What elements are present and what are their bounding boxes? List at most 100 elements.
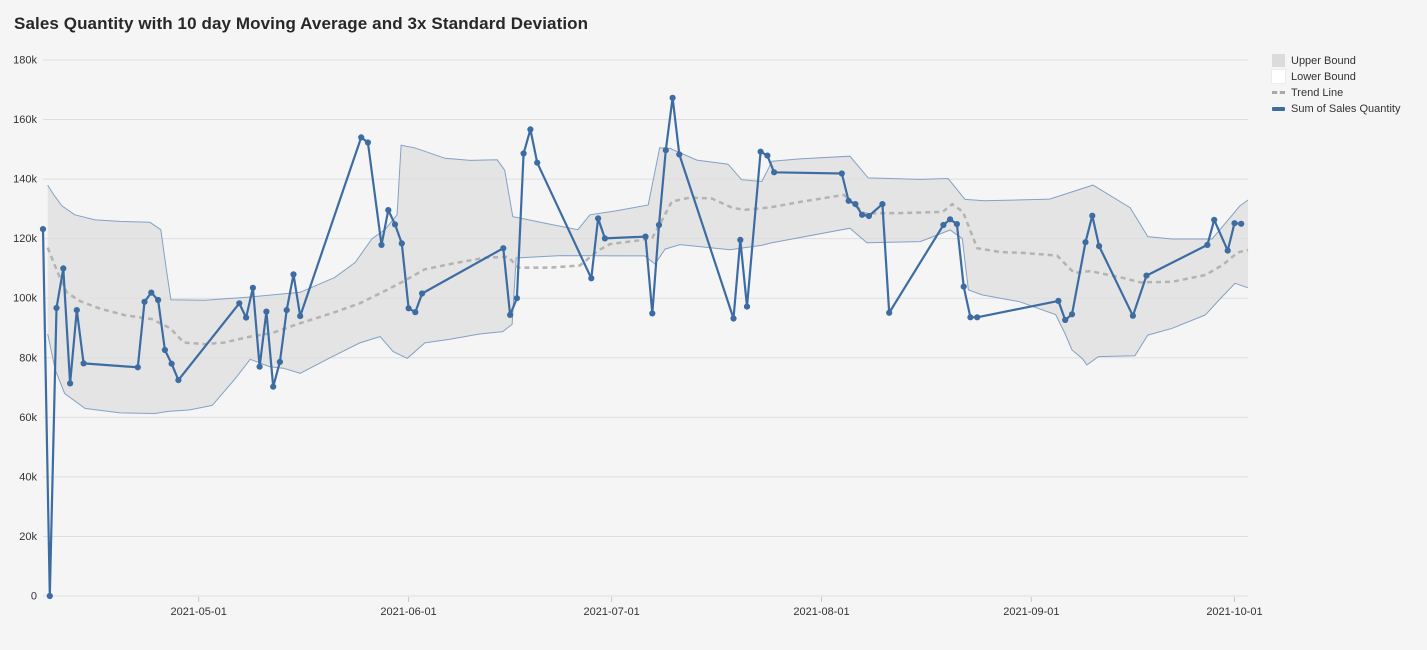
data-point[interactable] [764,152,771,159]
data-point[interactable] [243,314,250,321]
data-point[interactable] [364,139,371,146]
data-point[interactable] [642,233,649,240]
data-point[interactable] [141,298,148,305]
data-point[interactable] [730,315,737,322]
data-point[interactable] [967,314,974,321]
data-point[interactable] [419,290,426,297]
y-axis-tick-label: 60k [19,412,37,424]
data-point[interactable] [175,377,182,384]
data-point[interactable] [1055,297,1062,304]
data-point[interactable] [1089,212,1096,219]
data-point[interactable] [270,383,277,390]
data-point[interactable] [67,380,74,387]
data-point[interactable] [276,358,283,365]
data-point[interactable] [838,170,845,177]
data-point[interactable] [358,134,365,141]
data-point[interactable] [385,207,392,214]
data-point[interactable] [148,289,155,296]
data-point[interactable] [588,275,595,282]
data-point[interactable] [297,313,304,320]
data-point[interactable] [378,241,385,248]
data-point[interactable] [520,150,527,157]
data-point[interactable] [865,212,873,220]
data-point[interactable] [845,197,852,204]
chart-legend: Upper Bound Lower Bound Trend Line Sum o… [1271,54,1422,115]
data-point[interactable] [743,303,751,310]
data-point[interactable] [595,215,602,222]
data-point[interactable] [249,284,256,291]
data-point[interactable] [283,307,290,314]
data-point[interactable] [53,304,60,312]
lower-bound-line [47,227,1249,415]
x-axis-tick-label: 2021-09-01 [1003,606,1059,618]
legend-item-lower-bound[interactable]: Lower Bound [1271,69,1422,84]
data-point[interactable] [1204,241,1211,248]
data-point[interactable] [655,221,663,229]
data-point[interactable] [412,309,419,316]
data-point[interactable] [1143,272,1150,279]
legend-item-upper-bound[interactable]: Upper Bound [1272,54,1422,67]
data-point[interactable] [669,94,676,101]
data-point[interactable] [263,308,270,315]
data-point[interactable] [601,235,609,242]
data-point[interactable] [1068,311,1076,318]
data-point[interactable] [73,307,80,314]
data-point[interactable] [757,148,764,155]
data-point[interactable] [534,159,541,166]
y-axis-tick-label: 160k [13,114,37,126]
data-point[interactable] [39,226,47,233]
data-point[interactable] [1129,312,1136,319]
x-axis-tick-label: 2021-05-01 [171,606,227,618]
data-point[interactable] [953,221,961,228]
data-point[interactable] [155,296,162,304]
data-point[interactable] [649,310,656,317]
data-point[interactable] [161,346,168,354]
data-point[interactable] [859,211,866,218]
legend-item-trend-line[interactable]: Trend Line [1272,86,1422,99]
data-point[interactable] [60,265,67,272]
data-point[interactable] [134,364,141,371]
data-point[interactable] [500,245,507,252]
y-axis-tick-label: 100k [13,293,37,305]
data-point[interactable] [168,360,175,367]
data-point[interactable] [398,240,405,247]
data-point[interactable] [1062,316,1069,324]
data-point[interactable] [527,126,534,133]
data-point[interactable] [236,300,243,307]
data-point[interactable] [947,216,954,223]
data-point[interactable] [290,271,297,278]
std-deviation-band [47,145,1249,414]
data-point[interactable] [80,360,87,367]
data-point[interactable] [1096,243,1103,250]
data-point[interactable] [1082,239,1089,246]
data-point[interactable] [1231,220,1238,227]
sales-quantity-swatch-icon [1272,102,1285,115]
data-point[interactable] [1224,247,1231,254]
data-point[interactable] [513,295,521,302]
x-axis-tick-label: 2021-08-01 [793,606,849,618]
data-point[interactable] [960,283,967,290]
data-point[interactable] [940,221,947,229]
upper-bound-line [47,144,1249,301]
data-point[interactable] [256,363,263,370]
data-point[interactable] [662,147,669,154]
data-point[interactable] [1211,216,1218,223]
data-point[interactable] [676,151,683,158]
data-point[interactable] [852,201,859,208]
data-point[interactable] [886,309,893,316]
data-point[interactable] [405,305,412,312]
legend-label: Trend Line [1291,86,1344,99]
data-point[interactable] [771,169,778,176]
data-point[interactable] [737,236,744,243]
data-point[interactable] [46,592,53,600]
data-point[interactable] [879,201,886,208]
data-point[interactable] [507,311,514,318]
data-point[interactable] [1238,220,1245,227]
legend-label: Lower Bound [1291,70,1356,83]
data-point[interactable] [974,314,981,321]
trend-line-swatch-icon [1272,86,1285,99]
legend-item-sum-of-sales-quantity[interactable]: Sum of Sales Quantity [1272,102,1422,115]
data-point[interactable] [391,221,399,228]
y-axis-tick-label: 120k [13,233,37,245]
